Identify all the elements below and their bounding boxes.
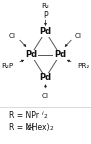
Text: i: i (41, 111, 43, 116)
Text: Cl: Cl (42, 93, 49, 100)
Text: PR₂: PR₂ (77, 63, 89, 69)
Text: c: c (27, 123, 31, 132)
Text: Pd: Pd (25, 50, 37, 59)
Text: R = NPr: R = NPr (9, 111, 39, 120)
Text: Pd: Pd (39, 73, 52, 82)
Text: -Hex): -Hex) (30, 123, 50, 132)
Text: Pd: Pd (54, 50, 66, 59)
Text: R₂: R₂ (42, 3, 49, 9)
Text: 2: 2 (50, 126, 53, 131)
Text: Cl: Cl (75, 33, 82, 39)
Text: Cl: Cl (9, 33, 16, 39)
Text: 2: 2 (43, 114, 47, 119)
Text: P: P (43, 11, 48, 20)
Text: R₂P: R₂P (2, 63, 14, 69)
Text: Pd: Pd (39, 27, 52, 36)
Text: R = N(: R = N( (9, 123, 34, 132)
